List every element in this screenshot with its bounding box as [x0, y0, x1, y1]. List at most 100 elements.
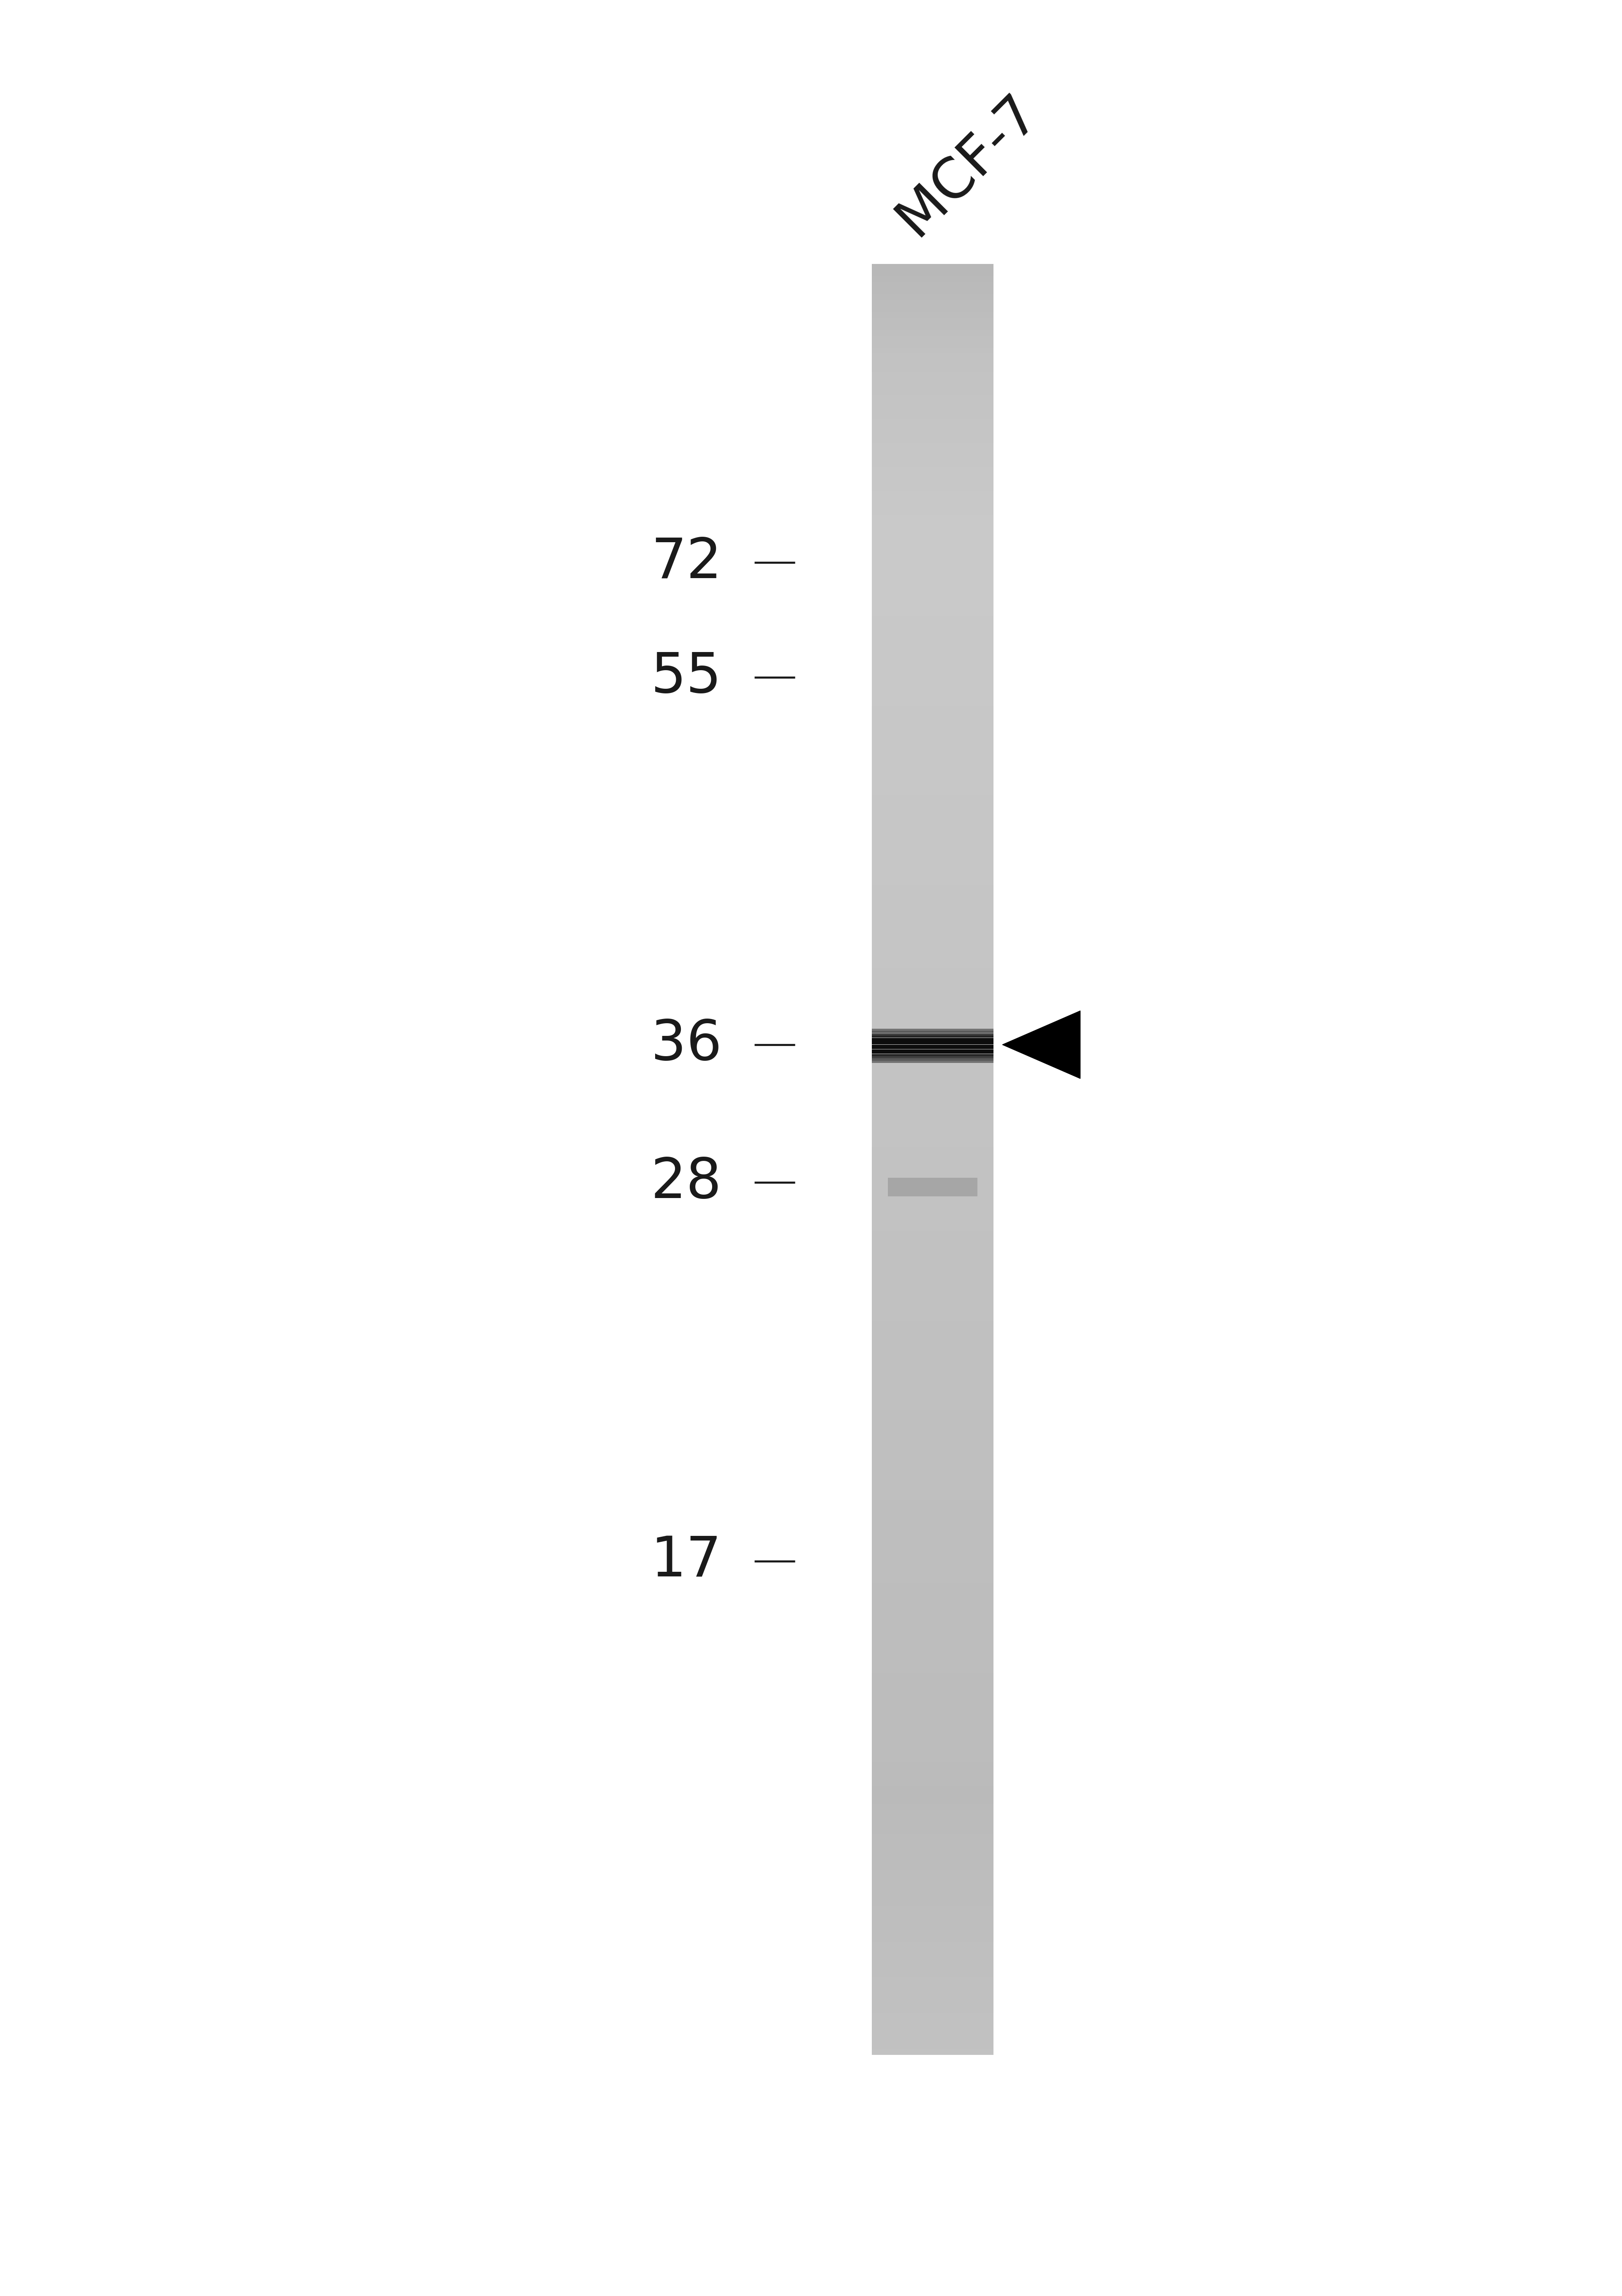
Bar: [873, 1887, 993, 1894]
Bar: [873, 1029, 993, 1033]
Bar: [873, 540, 993, 544]
Bar: [873, 406, 993, 413]
Bar: [873, 1123, 993, 1130]
Bar: [873, 1660, 993, 1667]
Bar: [873, 1345, 993, 1350]
Bar: [873, 282, 993, 287]
Bar: [873, 1559, 993, 1566]
Bar: [873, 909, 993, 914]
Bar: [873, 1942, 993, 1947]
Bar: [873, 670, 993, 675]
Bar: [873, 1779, 993, 1786]
Bar: [873, 1003, 993, 1010]
Bar: [873, 1924, 993, 1929]
Bar: [873, 1995, 993, 2002]
Bar: [873, 1040, 993, 1047]
Bar: [873, 294, 993, 301]
Bar: [873, 1107, 993, 1111]
Bar: [873, 760, 993, 765]
Bar: [873, 1279, 993, 1286]
Bar: [873, 443, 993, 450]
Bar: [873, 1536, 993, 1541]
Bar: [873, 1894, 993, 1899]
Bar: [873, 641, 993, 645]
Bar: [873, 1715, 993, 1720]
Bar: [873, 921, 993, 928]
Bar: [873, 879, 993, 884]
Bar: [873, 2002, 993, 2007]
Bar: [873, 1685, 993, 1690]
Bar: [873, 1954, 993, 1958]
Bar: [873, 1823, 993, 1828]
Bar: [873, 2032, 993, 2037]
Bar: [873, 1137, 993, 1141]
Bar: [873, 1309, 993, 1316]
Bar: [873, 611, 993, 615]
Bar: [873, 413, 993, 420]
Bar: [873, 1793, 993, 1798]
Bar: [873, 331, 993, 335]
Bar: [873, 533, 993, 540]
Bar: [873, 898, 993, 902]
Bar: [873, 1302, 993, 1309]
Bar: [873, 1290, 993, 1297]
Bar: [873, 1763, 993, 1768]
Bar: [873, 664, 993, 670]
Bar: [873, 271, 993, 276]
Bar: [873, 276, 993, 282]
Bar: [873, 1022, 993, 1029]
Bar: [873, 1977, 993, 1984]
Bar: [873, 1936, 993, 1942]
Bar: [873, 551, 993, 556]
Bar: [873, 1327, 993, 1332]
Bar: [873, 1440, 993, 1446]
Bar: [873, 1017, 993, 1022]
Bar: [873, 1984, 993, 1988]
Bar: [873, 503, 993, 510]
Bar: [873, 928, 993, 932]
Bar: [873, 1242, 993, 1249]
Bar: [873, 974, 993, 980]
Bar: [873, 1816, 993, 1823]
Bar: [873, 1469, 993, 1476]
Bar: [873, 544, 993, 551]
Bar: [873, 1428, 993, 1435]
Bar: [873, 1249, 993, 1256]
Bar: [873, 861, 993, 868]
Bar: [873, 1405, 993, 1410]
Bar: [873, 305, 993, 312]
Bar: [873, 843, 993, 850]
Bar: [873, 1081, 993, 1088]
Bar: [873, 742, 993, 748]
Bar: [873, 1380, 993, 1387]
Text: MCF-7: MCF-7: [887, 85, 1048, 246]
Bar: [873, 1846, 993, 1853]
Bar: [873, 450, 993, 455]
Bar: [873, 1704, 993, 1708]
Bar: [873, 1387, 993, 1391]
Bar: [873, 675, 993, 682]
Bar: [873, 1667, 993, 1674]
Bar: [873, 1644, 993, 1649]
Bar: [873, 436, 993, 443]
Bar: [873, 2048, 993, 2055]
Text: 28: 28: [650, 1155, 722, 1210]
Bar: [873, 1171, 993, 1178]
Bar: [873, 693, 993, 700]
Bar: [873, 854, 993, 861]
Bar: [873, 902, 993, 909]
Bar: [873, 1577, 993, 1584]
Bar: [873, 1398, 993, 1405]
Bar: [873, 1674, 993, 1678]
Bar: [873, 1589, 993, 1596]
Bar: [873, 831, 993, 838]
Bar: [873, 1368, 993, 1375]
Bar: [873, 1178, 993, 1182]
Bar: [873, 813, 993, 820]
Bar: [873, 1339, 993, 1345]
Bar: [873, 1899, 993, 1906]
Bar: [873, 969, 993, 974]
Bar: [873, 1768, 993, 1775]
Bar: [873, 1626, 993, 1630]
Bar: [873, 1226, 993, 1231]
